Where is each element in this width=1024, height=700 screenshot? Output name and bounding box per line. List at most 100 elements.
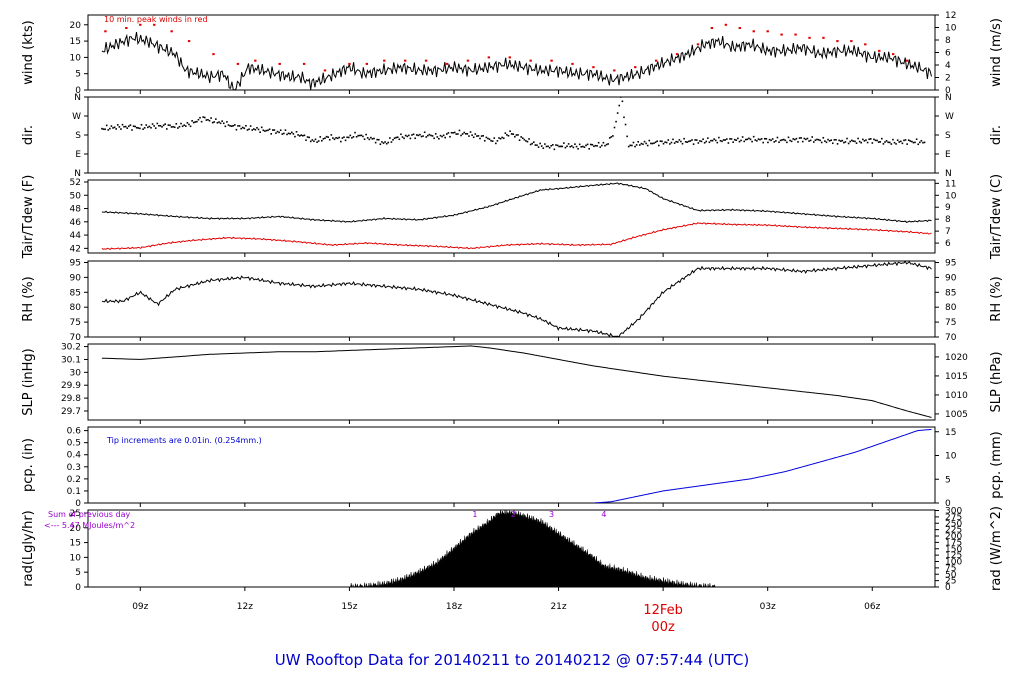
dir-point	[295, 131, 298, 133]
dir-point	[767, 141, 769, 144]
ytick-label: 15	[70, 37, 81, 47]
dir-point	[544, 143, 546, 145]
dir-point	[479, 137, 481, 140]
dir-point	[349, 134, 352, 137]
dir-point	[303, 134, 306, 137]
dir-point	[392, 138, 394, 141]
wind-frame	[87, 14, 936, 91]
dir-point	[697, 142, 700, 144]
dir-point	[101, 127, 103, 130]
dir-point	[159, 124, 162, 127]
dir-point	[621, 100, 624, 103]
dir-point	[705, 140, 708, 143]
ytick-label: 20	[70, 524, 82, 534]
dir-point	[289, 132, 291, 135]
dir-point	[158, 124, 160, 127]
dir-point	[582, 145, 584, 148]
dir-point	[547, 145, 549, 148]
ytick-label: 20	[70, 21, 82, 31]
dir-point	[520, 136, 522, 138]
dir-point	[403, 137, 405, 140]
ytick-label-right: 6	[945, 49, 951, 59]
dir-point	[569, 145, 571, 148]
dir-point	[857, 137, 859, 140]
dir-point	[819, 139, 821, 142]
dir-point	[178, 125, 181, 128]
dir-point	[824, 140, 826, 142]
dir-point	[499, 137, 502, 140]
dir-point	[449, 135, 451, 138]
ytick-label-right: 90	[945, 273, 957, 283]
dir-point	[290, 131, 293, 134]
dir-point	[631, 144, 633, 147]
dir-point	[664, 141, 666, 143]
dir-point	[460, 134, 462, 137]
dir-point	[267, 129, 269, 132]
dir-point	[529, 143, 532, 146]
dir-point	[313, 140, 315, 143]
ytick-label: 0.5	[67, 439, 81, 449]
dir-point	[186, 122, 189, 124]
dir-point	[306, 136, 309, 138]
dir-point	[869, 138, 872, 140]
dir-point	[876, 139, 878, 142]
dir-point	[491, 140, 494, 142]
dir-point	[686, 141, 689, 143]
dir-point	[862, 138, 864, 141]
dir-point	[904, 139, 907, 141]
dir-point	[464, 132, 467, 135]
ytick-label-right: 12	[945, 11, 956, 21]
ytick-label: 42	[70, 244, 81, 254]
dir-point	[131, 129, 133, 131]
dir-point	[585, 144, 587, 147]
dir-point	[702, 138, 704, 141]
dir-point	[675, 140, 677, 143]
ytick-label: 5	[75, 70, 81, 80]
dir-point	[213, 121, 216, 123]
dir-point	[881, 137, 883, 140]
dir-point	[447, 132, 450, 134]
dir-point	[452, 132, 454, 134]
dir-point	[387, 141, 390, 144]
dir-point	[142, 128, 144, 130]
dir-point	[900, 140, 902, 143]
dir-point	[615, 120, 617, 123]
dir-point	[340, 140, 342, 143]
dir-point	[563, 142, 565, 144]
peak-wind-point	[675, 53, 679, 56]
dir-point	[555, 144, 557, 146]
dir-point	[260, 126, 263, 129]
dir-point	[895, 143, 897, 145]
dir-point	[645, 142, 647, 145]
dir-point	[139, 127, 141, 130]
ytick-label: 0.4	[67, 451, 82, 461]
dir-point	[855, 142, 858, 144]
peak-wind-point	[445, 62, 449, 65]
dir-point	[817, 138, 820, 141]
dir-point	[406, 135, 409, 138]
dir-point	[808, 140, 810, 142]
dir-point	[613, 126, 616, 129]
dir-point	[237, 125, 239, 127]
ytick-label: 10	[70, 53, 82, 63]
dir-point	[495, 142, 497, 145]
dir-point	[377, 138, 380, 141]
peak-wind-point	[508, 56, 511, 59]
dir-point	[370, 136, 372, 139]
dir-point	[849, 140, 851, 143]
dir-point	[203, 116, 206, 119]
dir-point	[651, 142, 654, 145]
dir-point	[918, 141, 921, 144]
dir-point	[593, 145, 595, 148]
dir-point	[153, 125, 155, 127]
dir-point	[330, 134, 333, 136]
peak-wind-point	[383, 59, 386, 62]
dir-point	[471, 134, 473, 136]
dir-point	[726, 138, 728, 140]
dir-point	[123, 125, 125, 128]
dir-point	[534, 144, 537, 146]
dir-point	[858, 140, 861, 143]
dir-point	[404, 134, 407, 137]
dir-point	[602, 141, 605, 144]
dir-point	[843, 141, 845, 144]
